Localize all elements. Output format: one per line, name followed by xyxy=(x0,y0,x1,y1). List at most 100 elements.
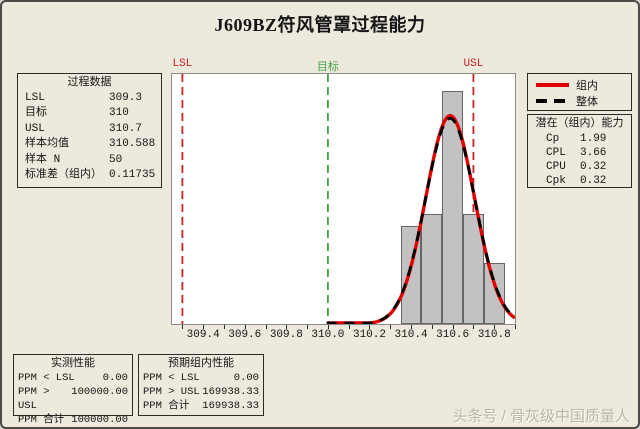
legend-item-within: 组内 xyxy=(528,77,631,93)
ppm-row: PPM 合计 100000.00 xyxy=(14,413,132,427)
ppm-row: PPM < LSL 0.00 xyxy=(14,371,132,385)
process-data-header: 过程数据 xyxy=(67,77,112,89)
x-axis-tick xyxy=(494,325,496,329)
legend-panel: 组内 整体 xyxy=(527,73,632,111)
x-axis-tick xyxy=(452,325,454,329)
x-axis-tick xyxy=(411,325,413,329)
row-value: 169938.33 xyxy=(202,386,259,398)
x-axis-tick xyxy=(286,325,288,329)
row-label: PPM > USL xyxy=(143,386,200,398)
x-axis-tick xyxy=(307,325,309,329)
row-value: 0.00 xyxy=(233,372,259,384)
x-axis-tick xyxy=(265,325,267,329)
x-axis-tick-label: 310.8 xyxy=(477,329,511,341)
row-label: 标准差（组内） xyxy=(25,169,102,182)
x-axis-tick xyxy=(244,325,246,329)
ppm-row: PPM < LSL 0.00 xyxy=(139,371,263,385)
ppm-row: PPM > USL 169938.33 xyxy=(139,385,263,399)
x-axis-tick xyxy=(473,325,475,329)
capability-header: 潜在（组内）能力 xyxy=(535,118,624,130)
x-axis-tick-label: 310.0 xyxy=(311,329,345,341)
row-value: 50 xyxy=(109,153,123,166)
row-value: 100000.00 xyxy=(71,386,128,398)
row-label: 目标 xyxy=(25,107,47,120)
page-title: J609BZ符风管罩过程能力 xyxy=(214,15,426,35)
x-axis-tick xyxy=(203,325,205,329)
row-label: PPM < LSL xyxy=(143,372,200,384)
x-axis-tick xyxy=(515,325,516,329)
process-data-panel: 过程数据 LSL 309.3 目标 310 USL 310.7 样本均值 310.588… xyxy=(17,73,162,188)
x-axis-tick xyxy=(182,325,184,329)
spec-label-usl: USL xyxy=(463,58,484,70)
process-data-row: LSL 309.3 xyxy=(18,91,161,106)
x-axis-tick-label: 309.8 xyxy=(269,329,303,341)
observed-performance-panel: 实测性能 PPM < LSL 0.00 PPM > USL 100000.00 PP… xyxy=(13,354,133,426)
histogram-bar xyxy=(483,262,505,324)
observed-performance-header: 实测性能 xyxy=(51,358,95,370)
row-value: 3.66 xyxy=(580,147,607,159)
row-label: PPM < LSL xyxy=(18,372,75,384)
x-axis-tick xyxy=(369,325,371,329)
row-value: 100000.00 xyxy=(71,414,128,426)
process-data-row: 标准差（组内） 0.11735 xyxy=(18,168,161,183)
x-axis-tick-label: 310.2 xyxy=(352,329,386,341)
row-label: PPM 合计 xyxy=(18,414,65,426)
x-axis-tick xyxy=(431,325,433,329)
spec-label-target: 目标 xyxy=(316,62,339,74)
spec-label-lsl: LSL xyxy=(172,58,193,70)
x-axis-tick xyxy=(348,325,350,329)
row-value: 0.32 xyxy=(580,175,607,187)
legend-label: 整体 xyxy=(576,97,598,109)
row-value: 310.588 xyxy=(109,138,156,151)
row-label: PPM 合计 xyxy=(143,400,190,412)
row-value: 309.3 xyxy=(109,92,143,104)
expected-performance-header: 预期组内性能 xyxy=(168,358,234,370)
row-value: 169938.33 xyxy=(202,400,259,412)
x-axis-tick-label: 309.4 xyxy=(186,329,220,341)
row-value: 310 xyxy=(109,107,129,120)
x-axis-tick xyxy=(223,325,225,329)
row-label: CPU xyxy=(546,161,566,173)
x-axis-tick xyxy=(390,325,392,329)
capability-row: Cpk 0.32 xyxy=(528,174,631,188)
capability-row: Cp 1.99 xyxy=(528,132,631,146)
dashed-black-line-icon xyxy=(536,99,569,103)
row-label: LSL xyxy=(25,92,45,104)
legend-item-overall: 整体 xyxy=(528,93,631,109)
row-label: 样本 N xyxy=(25,153,61,166)
plot-area xyxy=(171,73,516,325)
row-value: 0.32 xyxy=(580,161,607,173)
histogram-bar xyxy=(421,213,443,324)
histogram-bar xyxy=(442,91,464,324)
x-axis-tick-label: 309.6 xyxy=(228,329,262,341)
x-axis-tick-label: 310.6 xyxy=(436,329,470,341)
capability-row: CPU 0.32 xyxy=(528,160,631,174)
process-data-row: USL 310.7 xyxy=(18,122,161,137)
row-value: 1.99 xyxy=(580,133,607,145)
solid-red-line-icon xyxy=(536,83,569,87)
row-label: Cp xyxy=(546,133,560,145)
process-data-row: 样本 N 50 xyxy=(18,153,161,168)
row-label: USL xyxy=(25,122,45,135)
row-label: Cpk xyxy=(546,175,566,187)
histogram-bar xyxy=(463,213,484,324)
overall-curve xyxy=(326,117,515,324)
row-value: 310.7 xyxy=(109,122,143,135)
expected-performance-panel: 预期组内性能 PPM < LSL 0.00 PPM > USL 169938.33 … xyxy=(138,354,264,416)
process-data-row: 样本均值 310.588 xyxy=(18,137,161,152)
watermark: 头条号 / 骨灰级中国质量人 xyxy=(452,408,630,425)
row-label: PPM > USL xyxy=(18,386,50,412)
ppm-row: PPM > USL 100000.00 xyxy=(14,385,132,413)
row-label: CPL xyxy=(546,147,566,159)
curve-layer xyxy=(326,114,515,324)
capability-panel: 潜在（组内）能力 Cp 1.99 CPL 3.66 CPU 0.32 Cpk 0.32 xyxy=(527,114,632,188)
x-axis-tick xyxy=(327,325,329,329)
row-value: 0.11735 xyxy=(109,169,156,182)
row-value: 0.00 xyxy=(102,372,128,384)
x-axis-tick-label: 310.4 xyxy=(394,329,428,341)
capability-row: CPL 3.66 xyxy=(528,146,631,160)
row-label: 样本均值 xyxy=(25,138,69,151)
ppm-row: PPM 合计 169938.33 xyxy=(139,399,263,413)
process-data-row: 目标 310 xyxy=(18,106,161,121)
